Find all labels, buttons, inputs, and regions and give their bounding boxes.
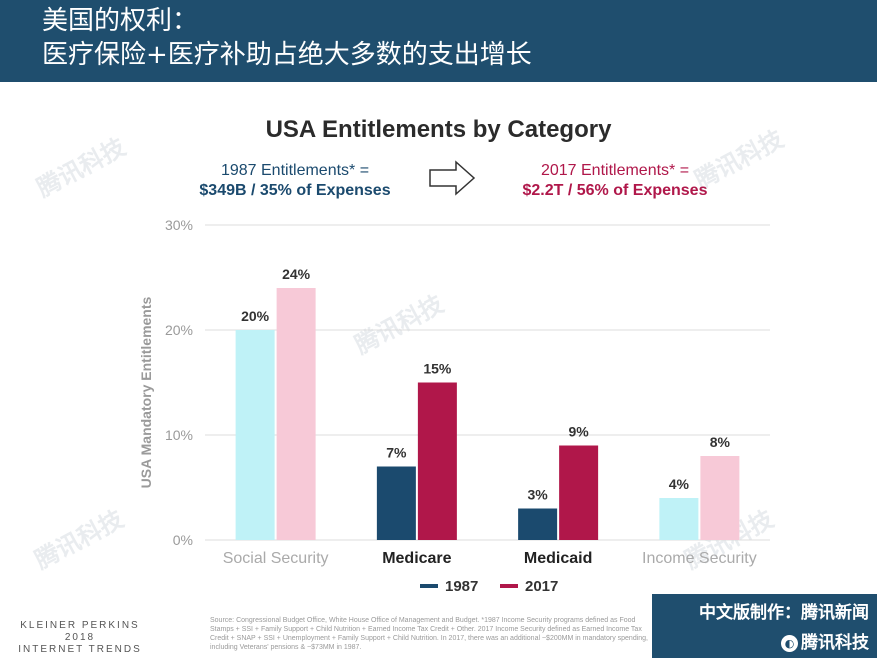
- bar-2017: [700, 456, 740, 540]
- bar-1987: [235, 330, 275, 540]
- legend-label-2017: 2017: [525, 578, 558, 595]
- x-tick-label: Medicare: [382, 550, 451, 567]
- bar-1987: [659, 498, 699, 540]
- source-note: Source: Congressional Budget Office, Whi…: [210, 617, 648, 651]
- kpcb-logo: KLEINER PERKINS 2018 INTERNET TRENDS: [10, 620, 150, 656]
- credit-line2-text: 腾讯科技: [801, 633, 869, 653]
- y-tick-label: 20%: [165, 322, 193, 338]
- data-label: 15%: [423, 361, 452, 377]
- right-arrow-icon: [429, 160, 476, 196]
- data-label: 20%: [241, 308, 270, 324]
- data-label: 7%: [386, 445, 407, 461]
- legend-label-1987: 1987: [445, 578, 478, 595]
- credit-line1: 中文版制作：腾讯新闻: [699, 598, 869, 623]
- logo-line1: KLEINER PERKINS: [20, 620, 140, 631]
- y-tick-label: 30%: [165, 217, 193, 233]
- legend-swatch-1987: [420, 584, 438, 588]
- credit-line1-text: 中文版制作：腾讯新闻: [699, 603, 869, 623]
- summary-2017: 2017 Entitlements* = $2.2T / 56% of Expe…: [490, 161, 740, 201]
- summary-1987-line2: $349B / 35% of Expenses: [199, 182, 391, 199]
- header-title-line2: 医疗保险+医疗补助占绝大多数的支出增长: [42, 40, 532, 70]
- y-tick-label: 0%: [173, 532, 193, 548]
- data-label: 8%: [710, 434, 731, 450]
- logo-line2: 2018: [64, 632, 96, 643]
- header-banner: 美国的权利： 医疗保险+医疗补助占绝大多数的支出增长: [0, 0, 877, 82]
- header-title-line1: 美国的权利：: [42, 6, 199, 36]
- data-label: 4%: [669, 476, 690, 492]
- x-tick-label: Medicaid: [524, 550, 592, 567]
- tencent-logo-icon: ◐: [781, 634, 798, 652]
- bar-2017: [276, 288, 316, 540]
- bar-2017: [417, 382, 457, 540]
- x-tick-label: Social Security: [223, 550, 329, 567]
- credit-badge: 中文版制作：腾讯新闻 ◐ 腾讯科技: [652, 594, 877, 658]
- bar-2017: [559, 445, 599, 540]
- y-tick-label: 10%: [165, 427, 193, 443]
- bar-1987: [376, 466, 416, 540]
- data-label: 9%: [569, 424, 590, 440]
- summary-1987: 1987 Entitlements* = $349B / 35% of Expe…: [170, 161, 420, 201]
- x-tick-label: Income Security: [642, 550, 757, 567]
- bar-1987: [518, 508, 558, 540]
- logo-line3: INTERNET TRENDS: [18, 644, 142, 655]
- chart-title: USA Entitlements by Category: [265, 116, 612, 143]
- credit-line2: ◐ 腾讯科技: [781, 628, 869, 653]
- summary-2017-line1: 2017 Entitlements* =: [540, 162, 690, 179]
- data-label: 3%: [528, 487, 549, 503]
- summary-1987-line1: 1987 Entitlements* =: [220, 162, 370, 179]
- y-axis-title: USA Mandatory Entitlements: [138, 296, 154, 488]
- summary-2017-line2: $2.2T / 56% of Expenses: [522, 182, 708, 199]
- legend-swatch-2017: [500, 584, 518, 588]
- data-label: 24%: [282, 266, 311, 282]
